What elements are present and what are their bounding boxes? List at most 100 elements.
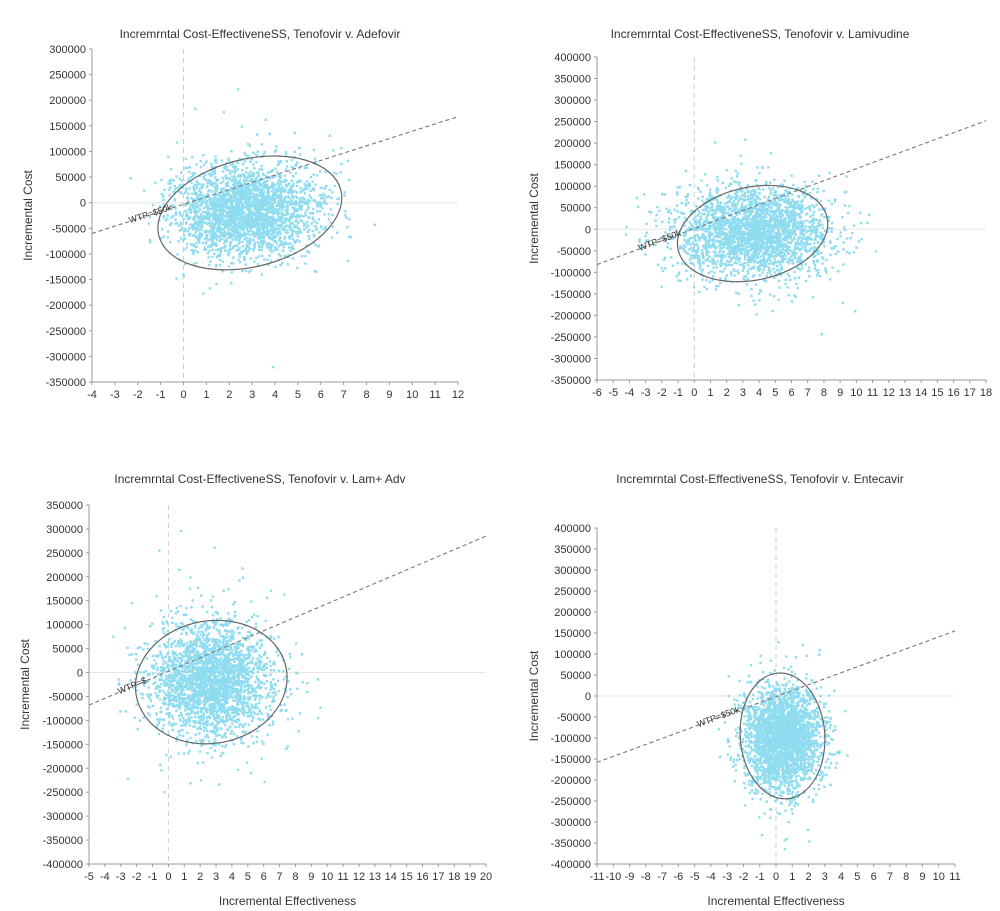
- y-tick-label: 200000: [49, 95, 86, 107]
- data-point: [254, 195, 257, 198]
- data-point: [764, 237, 767, 240]
- data-point: [220, 201, 223, 205]
- data-point: [299, 179, 303, 183]
- data-point: [273, 249, 276, 252]
- data-point: [318, 231, 321, 234]
- data-point: [241, 205, 244, 208]
- data-point: [238, 261, 242, 264]
- data-point: [693, 228, 696, 231]
- data-point: [734, 249, 737, 252]
- data-point: [228, 196, 232, 199]
- data-point: [699, 215, 702, 218]
- data-point: [318, 210, 322, 213]
- data-point: [200, 203, 203, 207]
- data-point: [286, 209, 289, 212]
- data-point: [211, 173, 214, 176]
- data-point: [225, 240, 228, 243]
- data-point: [340, 162, 343, 166]
- data-point: [707, 271, 710, 275]
- data-point: [257, 255, 260, 258]
- data-point: [213, 168, 216, 171]
- data-point: [205, 179, 208, 182]
- data-point: [726, 252, 729, 256]
- data-point: [253, 167, 256, 170]
- data-point: [229, 223, 232, 226]
- data-point: [647, 242, 651, 245]
- data-point: [675, 275, 678, 278]
- data-point: [218, 264, 222, 267]
- data-point: [230, 187, 233, 190]
- data-point: [785, 208, 788, 212]
- data-point: [700, 272, 703, 276]
- data-point: [686, 242, 689, 245]
- y-tick-label: -300000: [46, 351, 86, 363]
- data-point: [254, 182, 257, 185]
- data-point: [287, 219, 291, 222]
- data-point: [773, 240, 776, 243]
- data-point: [797, 267, 801, 270]
- data-point: [734, 235, 737, 238]
- data-point: [275, 208, 279, 212]
- data-point: [678, 247, 682, 250]
- data-point: [258, 194, 261, 197]
- data-point: [238, 231, 241, 234]
- data-point: [266, 203, 270, 207]
- data-point: [229, 231, 232, 235]
- data-point: [242, 173, 245, 177]
- data-point: [767, 230, 770, 234]
- data-point: [223, 205, 226, 209]
- data-point: [200, 228, 203, 232]
- data-point: [761, 245, 764, 249]
- data-point: [745, 253, 748, 256]
- data-point: [262, 202, 265, 206]
- data-point: [295, 219, 298, 222]
- data-point: [842, 263, 845, 266]
- data-point: [712, 196, 715, 199]
- data-point: [697, 188, 700, 191]
- data-point: [211, 248, 214, 251]
- data-point: [232, 189, 236, 192]
- data-point: [253, 212, 257, 216]
- data-point: [236, 232, 239, 236]
- data-point: [275, 231, 278, 234]
- data-point: [199, 226, 203, 229]
- data-point: [772, 235, 775, 239]
- data-point: [744, 205, 747, 209]
- data-point: [767, 245, 771, 248]
- data-point: [795, 212, 798, 216]
- data-point: [694, 222, 698, 226]
- data-point: [754, 252, 757, 255]
- data-point: [781, 219, 784, 223]
- data-point: [755, 250, 759, 254]
- data-point: [769, 223, 772, 227]
- data-point: [797, 214, 800, 217]
- data-point: [193, 222, 196, 225]
- data-point: [262, 153, 265, 156]
- data-point: [286, 200, 289, 203]
- data-point: [744, 233, 747, 236]
- data-point: [713, 141, 717, 144]
- data-point: [210, 235, 213, 239]
- data-point: [245, 252, 248, 255]
- data-point: [662, 258, 666, 261]
- data-point: [734, 190, 738, 193]
- data-point: [747, 190, 750, 193]
- data-point: [730, 257, 734, 261]
- data-point: [827, 199, 831, 202]
- data-point: [746, 261, 749, 264]
- data-point: [726, 201, 729, 204]
- data-point: [781, 251, 785, 254]
- data-point: [253, 223, 256, 226]
- data-point: [746, 223, 749, 226]
- data-point: [233, 167, 236, 170]
- y-axis-label: Incremental Cost: [21, 169, 35, 260]
- data-point: [724, 202, 727, 205]
- data-point: [240, 216, 243, 219]
- data-point: [213, 159, 217, 162]
- data-point: [751, 224, 754, 227]
- data-point: [792, 216, 795, 220]
- data-point: [246, 179, 249, 183]
- data-point: [671, 235, 675, 238]
- data-point: [834, 245, 837, 248]
- data-point: [754, 241, 758, 245]
